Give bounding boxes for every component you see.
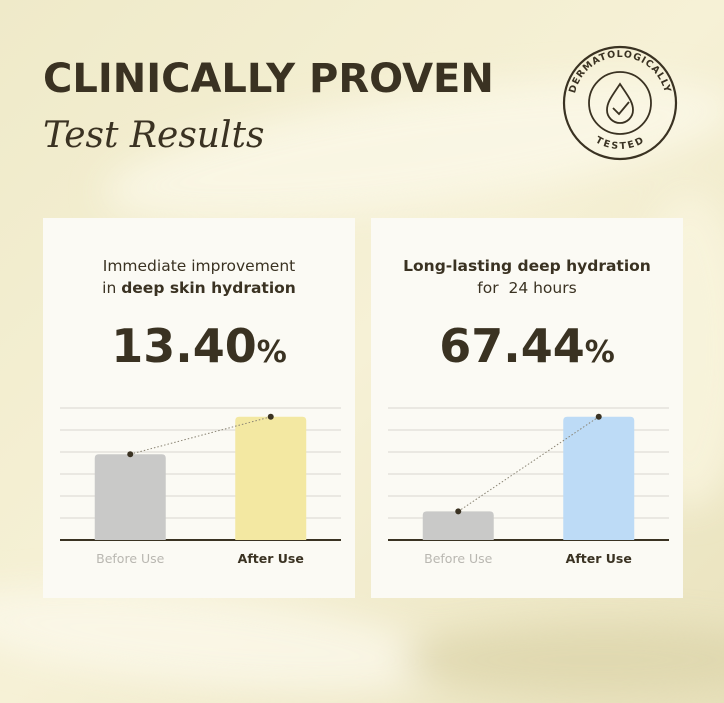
point xyxy=(595,413,602,420)
card: Immediate improvement in deep skin hydrat… xyxy=(43,218,355,598)
heading-segment: in xyxy=(102,279,121,297)
heading-segment: for 24 hours xyxy=(477,279,576,297)
card: Long-lasting deep hydration for 24 hours 6… xyxy=(371,218,683,598)
stat-value: 67.44 xyxy=(439,319,585,373)
card-heading: Immediate improvement xyxy=(103,257,296,275)
heading-segment: deep skin hydration xyxy=(121,279,296,297)
bar xyxy=(422,511,494,540)
point xyxy=(455,508,462,515)
card-heading: in deep skin hydration xyxy=(102,279,296,297)
stat-unit: % xyxy=(257,335,287,370)
point xyxy=(127,451,134,458)
trend-line xyxy=(457,416,600,512)
heading-segment: Long-lasting deep hydration xyxy=(403,257,651,275)
stat-value: 13.40 xyxy=(111,319,257,373)
heading-segment: Immediate improvement xyxy=(103,257,296,275)
card-heading: for 24 hours xyxy=(477,279,576,297)
subtitle: Test Results xyxy=(43,115,264,156)
x-tick-label: After Use xyxy=(566,551,632,566)
stat-unit: % xyxy=(585,335,615,370)
bar xyxy=(235,416,307,540)
card-heading: Long-lasting deep hydration xyxy=(403,257,651,275)
x-tick-label: After Use xyxy=(238,551,304,566)
stat: 13.40% xyxy=(111,319,287,373)
stat: 67.44% xyxy=(439,319,615,373)
title: CLINICALLY PROVEN xyxy=(43,56,494,102)
bar xyxy=(94,454,166,540)
point xyxy=(267,413,274,420)
x-tick-label: Before Use xyxy=(96,551,165,566)
x-tick-label: Before Use xyxy=(424,551,493,566)
bar xyxy=(563,416,635,540)
